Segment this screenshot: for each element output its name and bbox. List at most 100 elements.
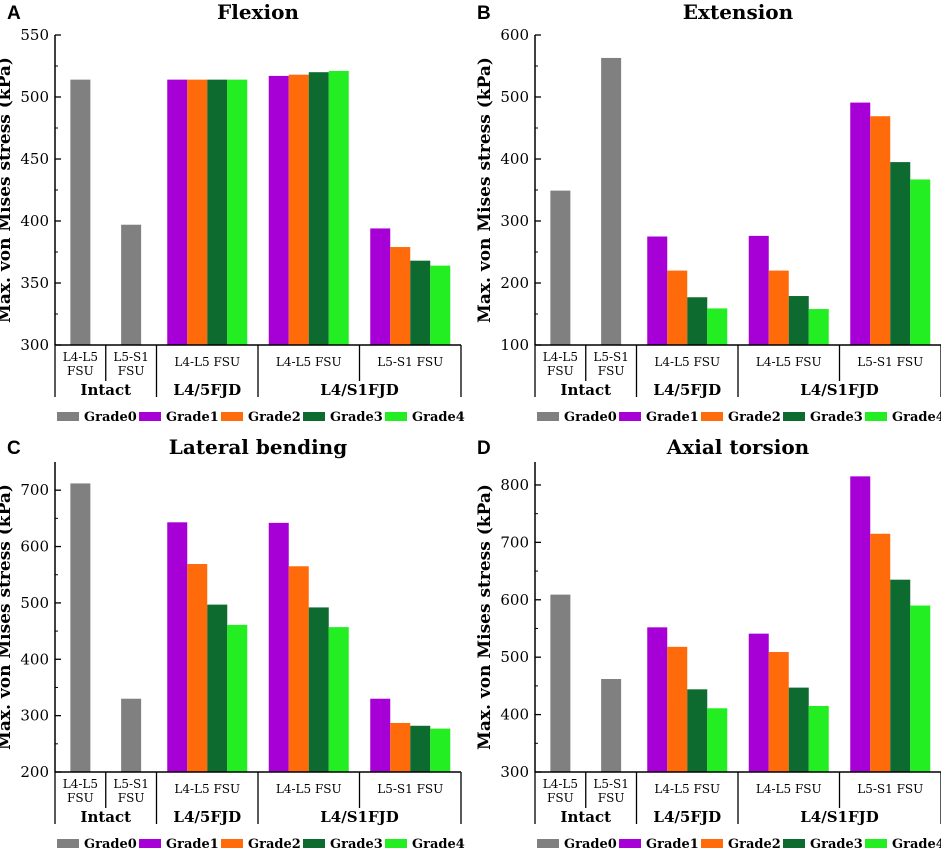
panel-b-title: Extension	[683, 0, 794, 24]
bar-b-3-grade4	[808, 309, 829, 345]
panel-c-sublabel: L5-S1	[113, 777, 149, 791]
legend-swatch-grade4	[865, 839, 887, 848]
bar-b-3-grade1	[748, 235, 769, 345]
bar-c-3-grade3	[308, 607, 329, 772]
legend-swatch-grade0	[57, 839, 79, 848]
panel-d-ytick-label: 500	[500, 648, 529, 666]
bar-d-3-grade4	[808, 705, 829, 772]
legend-swatch-grade3	[783, 412, 805, 421]
legend-label-grade0: Grade0	[564, 410, 617, 425]
panel-c-ytick-label: 600	[20, 538, 49, 556]
legend-swatch-grade4	[385, 412, 407, 421]
legend-label-grade0: Grade0	[564, 837, 617, 850]
panel-d-ytick-label: 400	[500, 706, 529, 724]
panel-c-group-label: L4/S1FJD	[320, 808, 399, 826]
panel-b-sublabel: L5-S1 FSU	[857, 355, 923, 369]
legend-label-grade3: Grade3	[330, 837, 383, 850]
panel-a-sublabel: L5-S1 FSU	[377, 355, 443, 369]
panel-a-title: Flexion	[217, 0, 299, 24]
bar-b-4-grade2	[870, 116, 891, 345]
panel-b-ytick-label: 500	[500, 88, 529, 106]
panel-c-group-label: L4/5FJD	[173, 808, 241, 826]
bar-b-2-grade4	[707, 308, 728, 345]
panel-c-sublabel: L4-L5	[63, 777, 98, 791]
bar-d-0-grade0	[550, 594, 571, 772]
legend-swatch-grade0	[537, 839, 559, 848]
panel-a-ylabel: Max. von Mises stress (kPa)	[0, 57, 15, 323]
bar-b-3-grade3	[788, 296, 809, 345]
legend-label-grade3: Grade3	[810, 837, 863, 850]
legend-label-grade4: Grade4	[892, 410, 941, 425]
legend-label-grade4: Grade4	[892, 837, 941, 850]
panel-b-ylabel: Max. von Mises stress (kPa)	[475, 57, 495, 323]
bar-d-4-grade1	[850, 476, 871, 772]
legend-label-grade3: Grade3	[810, 410, 863, 425]
panel-c-sublabel: L4-L5 FSU	[276, 782, 342, 796]
panel-c-ytick-label: 300	[20, 707, 49, 725]
panel-b-ytick-label: 100	[500, 336, 529, 354]
bar-d-2-grade2	[667, 646, 688, 772]
legend-swatch-grade3	[303, 412, 325, 421]
bar-a-4-grade2	[390, 247, 411, 345]
panel-d-group-label: L4/S1FJD	[800, 808, 879, 826]
panel-c-title: Lateral bending	[169, 435, 347, 459]
panel-b-sublabel: FSU	[598, 364, 625, 378]
legend-swatch-grade2	[221, 412, 243, 421]
legend-swatch-grade3	[303, 839, 325, 848]
panel-d-ytick-label: 300	[500, 763, 529, 781]
bar-d-4-grade3	[890, 579, 911, 772]
bar-d-3-grade3	[788, 687, 809, 772]
panel-a-sublabel: FSU	[67, 364, 94, 378]
bar-c-2-grade4	[227, 624, 248, 772]
panel-d-sublabel: L4-L5	[543, 777, 578, 791]
panel-a-group-label: L4/5FJD	[173, 381, 241, 399]
panel-a-group-label: L4/S1FJD	[320, 381, 399, 399]
panel-d-ytick-label: 800	[500, 476, 529, 494]
legend-swatch-grade2	[221, 839, 243, 848]
panel-d-group-label: L4/5FJD	[653, 808, 721, 826]
bar-a-2-grade4	[227, 79, 248, 345]
bar-a-0-grade0	[70, 79, 91, 345]
legend-label-grade0: Grade0	[84, 837, 137, 850]
panel-c-ytick-label: 400	[20, 650, 49, 668]
bar-c-2-grade1	[167, 522, 188, 772]
bar-c-4-grade4	[430, 728, 451, 772]
bar-d-3-grade1	[748, 633, 769, 772]
legend-label-grade4: Grade4	[412, 837, 465, 850]
panel-c-sublabel: L5-S1 FSU	[377, 782, 443, 796]
legend-swatch-grade2	[701, 412, 723, 421]
bar-b-0-grade0	[550, 190, 571, 345]
legend-label-grade1: Grade1	[646, 837, 699, 850]
bar-b-2-grade1	[647, 236, 668, 345]
bar-c-2-grade2	[187, 564, 208, 772]
panel-b-sublabel: FSU	[547, 364, 574, 378]
panel-d-sublabel: L4-L5 FSU	[654, 782, 720, 796]
panel-d-sublabel: FSU	[547, 791, 574, 805]
legend-label-grade2: Grade2	[248, 837, 301, 850]
panel-b-sublabel: L4-L5 FSU	[654, 355, 720, 369]
panel-d-ytick-label: 600	[500, 591, 529, 609]
bar-d-1-grade0	[601, 679, 622, 772]
panel-a-sublabel: FSU	[118, 364, 145, 378]
panel-c-ytick-label: 200	[20, 763, 49, 781]
bar-c-3-grade1	[268, 522, 289, 772]
bar-b-1-grade0	[601, 57, 622, 345]
panel-b-sublabel: L5-S1	[593, 350, 629, 364]
panel-c-sublabel: FSU	[118, 791, 145, 805]
panel-a-ytick-label: 500	[20, 88, 49, 106]
panel-d-sublabel: L4-L5 FSU	[756, 782, 822, 796]
panel-b-letter: B	[477, 3, 491, 24]
panel-d-letter: D	[477, 438, 491, 459]
bar-c-4-grade2	[390, 722, 411, 772]
bar-b-4-grade1	[850, 102, 871, 345]
bar-d-2-grade1	[647, 627, 668, 772]
panel-d-sublabel: FSU	[598, 791, 625, 805]
legend-swatch-grade2	[701, 839, 723, 848]
legend-swatch-grade4	[385, 839, 407, 848]
legend-swatch-grade1	[619, 412, 641, 421]
bar-d-2-grade4	[707, 708, 728, 772]
bar-d-4-grade4	[910, 605, 931, 772]
bar-a-2-grade1	[167, 79, 188, 345]
legend-label-grade2: Grade2	[728, 410, 781, 425]
legend-label-grade2: Grade2	[728, 837, 781, 850]
